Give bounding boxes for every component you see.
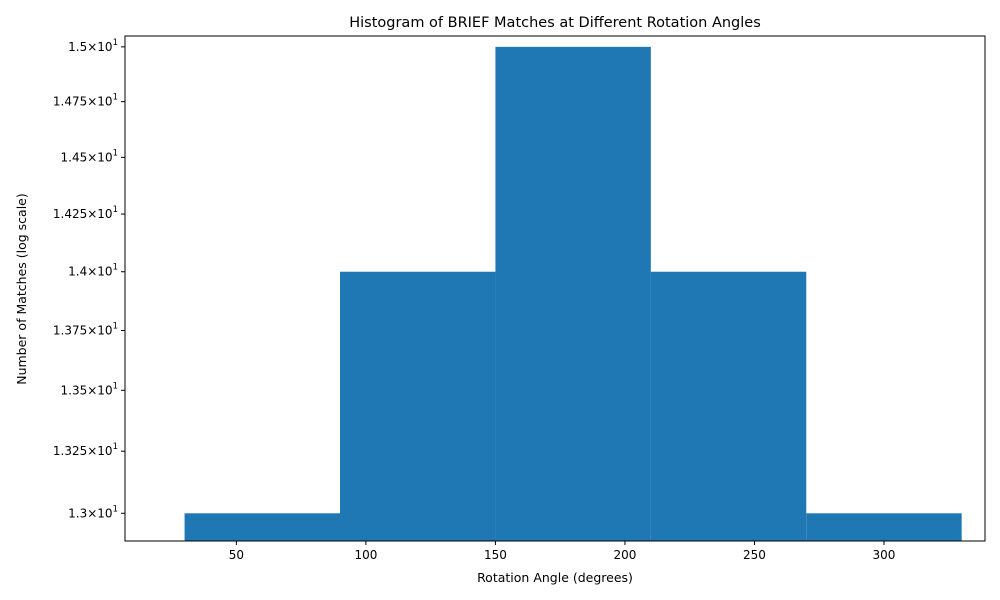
y-tick-label: 1.375×101 bbox=[53, 321, 118, 337]
histogram-bar-5 bbox=[806, 513, 962, 541]
y-tick-label: 1.35×101 bbox=[61, 381, 118, 397]
x-tick-label: 100 bbox=[354, 548, 377, 562]
histogram-bar-1 bbox=[184, 513, 340, 541]
y-tick-label: 1.425×101 bbox=[53, 205, 118, 221]
histogram-bar-2 bbox=[340, 271, 496, 541]
y-tick-label: 1.475×101 bbox=[53, 93, 118, 109]
x-tick-label: 150 bbox=[484, 548, 507, 562]
histogram-bar-3 bbox=[495, 46, 651, 541]
y-tick-label: 1.325×101 bbox=[53, 442, 118, 458]
y-axis-label: Number of Matches (log scale) bbox=[14, 193, 29, 385]
chart-title: Histogram of BRIEF Matches at Different … bbox=[349, 15, 761, 31]
x-tick-label: 250 bbox=[743, 548, 766, 562]
x-axis-ticks: 50 100 150 200 250 300 bbox=[229, 541, 896, 562]
bars-group bbox=[184, 46, 962, 541]
histogram-bar-4 bbox=[650, 271, 807, 541]
y-axis-ticks: 1.3×101 1.325×101 1.35×101 1.375×101 1.4×101… bbox=[53, 38, 125, 520]
y-tick-label: 1.4×101 bbox=[68, 263, 118, 279]
y-tick-label: 1.45×101 bbox=[61, 148, 118, 164]
y-tick-label: 1.5×101 bbox=[68, 38, 118, 54]
x-tick-label: 300 bbox=[873, 548, 896, 562]
x-axis-label: Rotation Angle (degrees) bbox=[477, 570, 633, 585]
plot-frame bbox=[124, 35, 986, 542]
y-tick-label: 1.3×101 bbox=[68, 504, 118, 520]
x-tick-label: 200 bbox=[613, 548, 636, 562]
x-tick-label: 50 bbox=[229, 548, 244, 562]
